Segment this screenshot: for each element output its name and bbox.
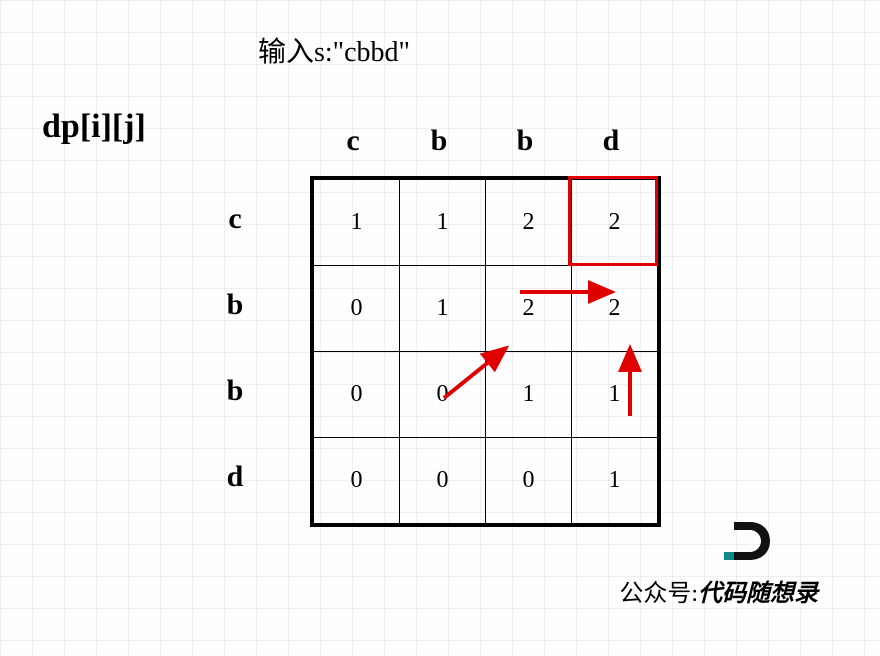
input-string-title: 输入s:"cbbd" — [258, 30, 410, 70]
table-row: 0001 — [314, 438, 658, 524]
dp-array-label: dp[i][j] — [42, 108, 146, 146]
row-header: b — [210, 348, 260, 434]
dp-cell: 2 — [572, 266, 658, 352]
row-header: c — [210, 176, 260, 262]
dp-table-container: 1122012200110001 — [310, 176, 661, 527]
table-row: 0011 — [314, 352, 658, 438]
dp-cell: 2 — [486, 266, 572, 352]
dp-cell: 1 — [400, 180, 486, 266]
dp-cell: 0 — [486, 438, 572, 524]
dp-cell: 0 — [314, 438, 400, 524]
dp-cell: 1 — [572, 438, 658, 524]
dp-cell: 0 — [400, 352, 486, 438]
dp-cell: 1 — [572, 352, 658, 438]
dp-cell: 0 — [400, 438, 486, 524]
column-header: c — [310, 124, 396, 158]
dp-cell: 1 — [314, 180, 400, 266]
row-header: d — [210, 434, 260, 520]
row-header: b — [210, 262, 260, 348]
column-header: d — [568, 124, 654, 158]
table-row: 0122 — [314, 266, 658, 352]
credit-line: 公众号:代码随想录 — [619, 573, 818, 608]
brand-logo-icon — [724, 520, 772, 562]
column-header: b — [396, 124, 482, 158]
diagram-layer: 输入s:"cbbd" dp[i][j] cbbd cbbd 1122012200… — [0, 0, 880, 656]
credit-brand: 代码随想录 — [698, 581, 818, 607]
dp-cell: 0 — [314, 266, 400, 352]
dp-cell: 2 — [486, 180, 572, 266]
dp-table: 1122012200110001 — [313, 179, 658, 524]
row-headers: cbbd — [210, 176, 260, 520]
dp-cell: 0 — [314, 352, 400, 438]
column-header: b — [482, 124, 568, 158]
dp-cell: 2 — [572, 180, 658, 266]
dp-cell: 1 — [486, 352, 572, 438]
table-row: 1122 — [314, 180, 658, 266]
credit-prefix: 公众号: — [619, 581, 698, 607]
column-headers: cbbd — [310, 124, 654, 158]
dp-cell: 1 — [400, 266, 486, 352]
